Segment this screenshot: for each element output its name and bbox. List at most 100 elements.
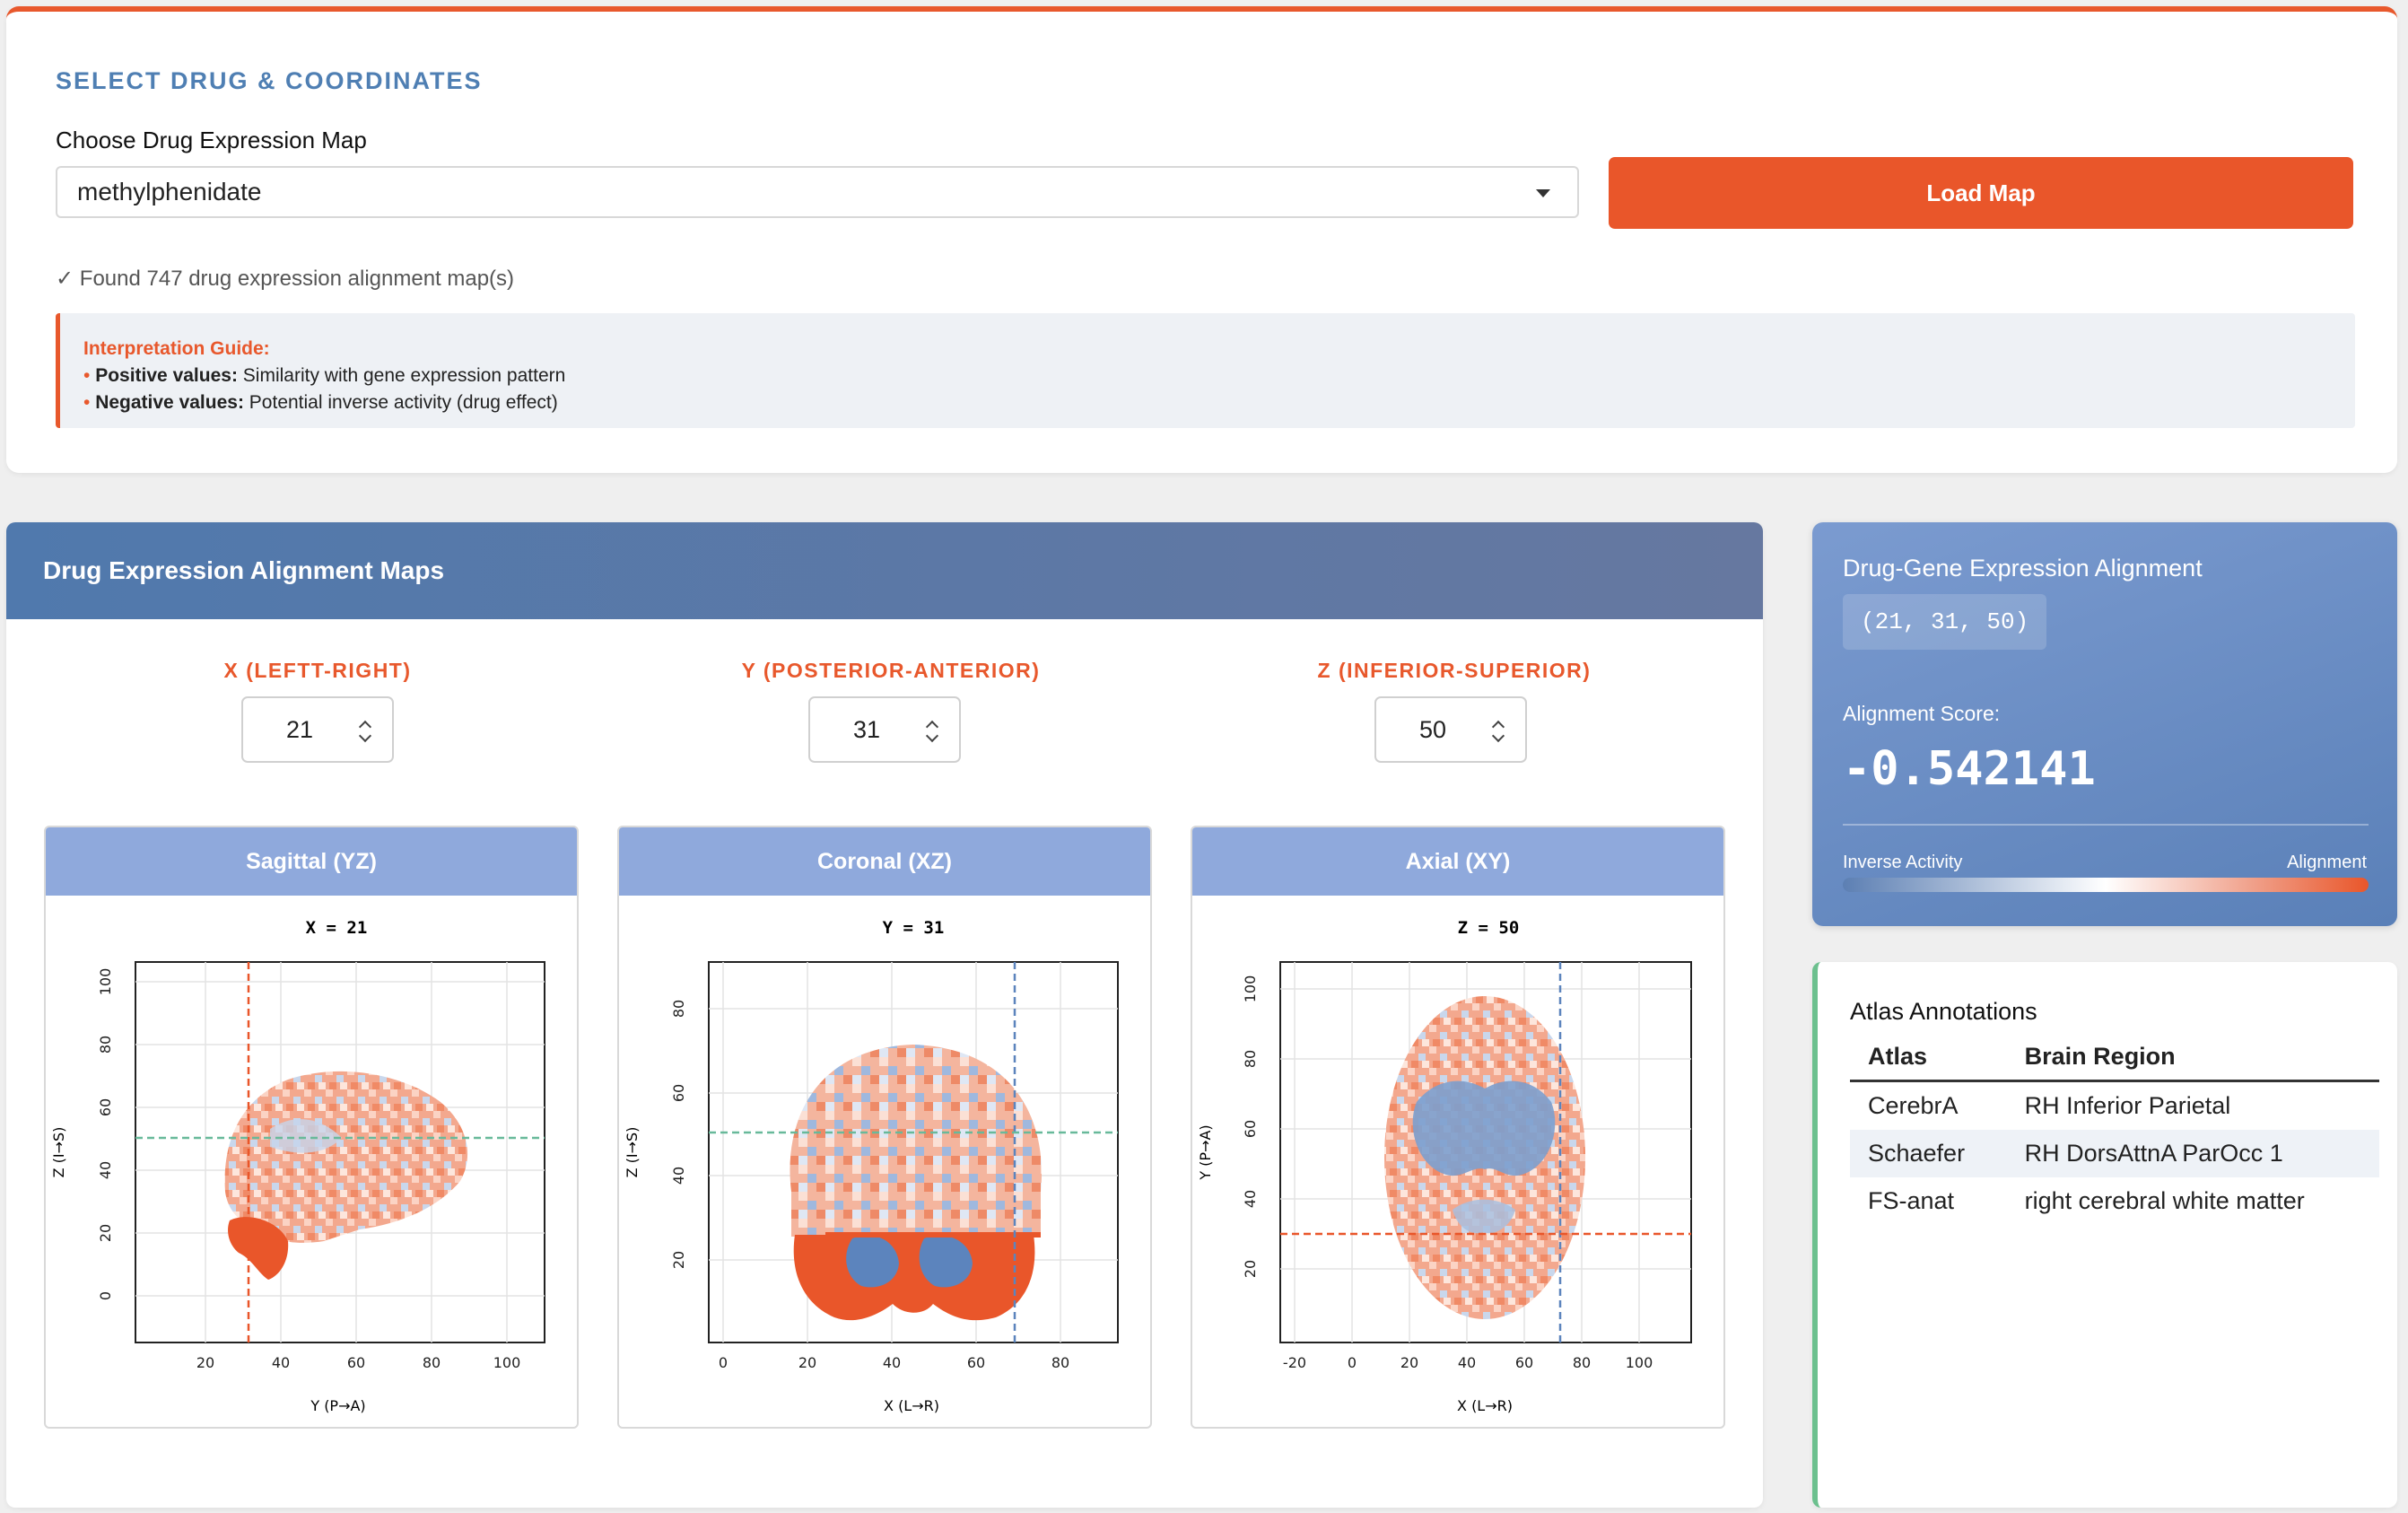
y-tick-label: 60 bbox=[670, 1084, 687, 1102]
y-coord-input[interactable]: 31 bbox=[808, 696, 961, 763]
y-tick-label: 40 bbox=[1242, 1190, 1259, 1208]
y-tick-label: 100 bbox=[1242, 975, 1259, 1003]
x-coord-input[interactable]: 21 bbox=[241, 696, 394, 763]
y-tick-label: 100 bbox=[97, 968, 114, 996]
y-axis-label: Z (I→S) bbox=[50, 1127, 67, 1178]
region-cell: RH DorsAttnA ParOcc 1 bbox=[2006, 1130, 2379, 1177]
z-coord-value: 50 bbox=[1418, 715, 1447, 743]
y-tick-label: 20 bbox=[1242, 1260, 1259, 1278]
axial-view: Axial (XY) Z = 50 bbox=[1191, 826, 1725, 1429]
x-coord-label: X (LEFTT-RIGHT) bbox=[223, 659, 412, 682]
y-tick-label: 40 bbox=[670, 1167, 687, 1185]
coronal-plot[interactable]: Y = 31 0 20 40 bbox=[619, 896, 1150, 1429]
guide-negative-label: Negative values: bbox=[95, 392, 244, 413]
plot-title: Y = 31 bbox=[883, 918, 945, 938]
plot-area: X = 21 bbox=[135, 918, 545, 1343]
bullet-icon: • bbox=[83, 392, 91, 413]
axial-view-title: Axial (XY) bbox=[1192, 827, 1723, 896]
alignment-maps-panel: Drug Expression Alignment Maps X (LEFTT-… bbox=[6, 522, 1763, 1508]
drug-select-value: methylphenidate bbox=[77, 178, 262, 206]
atlas-table: Atlas Brain Region CerebrA RH Inferior P… bbox=[1850, 1034, 2379, 1225]
table-row: CerebrA RH Inferior Parietal bbox=[1850, 1081, 2379, 1131]
y-tick-label: 80 bbox=[97, 1036, 114, 1054]
chevron-down-icon bbox=[1536, 189, 1550, 197]
x-tick-label: 20 bbox=[196, 1354, 214, 1371]
table-row: FS-anat right cerebral white matter bbox=[1850, 1177, 2379, 1225]
color-scale-bar bbox=[1843, 878, 2369, 892]
y-tick-label: 60 bbox=[1242, 1120, 1259, 1138]
column-header: Atlas bbox=[1850, 1034, 2007, 1082]
x-tick-label: 80 bbox=[1573, 1354, 1591, 1371]
x-coord-value: 21 bbox=[285, 715, 314, 743]
x-tick-label: 60 bbox=[967, 1354, 985, 1371]
x-tick-label: 20 bbox=[1400, 1354, 1418, 1371]
spinner-icon[interactable] bbox=[927, 720, 939, 743]
table-row: Schaefer RH DorsAttnA ParOcc 1 bbox=[1850, 1130, 2379, 1177]
y-ticks: 20 40 60 80 bbox=[670, 1000, 687, 1269]
y-tick-label: 40 bbox=[97, 1161, 114, 1179]
atlas-cell: Schaefer bbox=[1850, 1130, 2007, 1177]
alignment-score-card: Drug-Gene Expression Alignment (21, 31, … bbox=[1812, 522, 2397, 926]
guide-positive-line: • Positive values: Similarity with gene … bbox=[83, 363, 2355, 389]
coronal-view-title: Coronal (XZ) bbox=[619, 827, 1150, 896]
y-tick-label: 20 bbox=[670, 1251, 687, 1269]
y-tick-label: 80 bbox=[1242, 1050, 1259, 1068]
x-tick-label: -20 bbox=[1283, 1354, 1306, 1371]
y-axis-label: Y (P→A) bbox=[1197, 1124, 1214, 1180]
guide-title: Interpretation Guide: bbox=[83, 338, 270, 359]
x-tick-label: 60 bbox=[1515, 1354, 1533, 1371]
score-label: Alignment Score: bbox=[1843, 702, 2001, 725]
axial-plot[interactable]: Z = 50 -20 0 bbox=[1192, 896, 1723, 1429]
coronal-view: Coronal (XZ) Y = 31 bbox=[617, 826, 1152, 1429]
bullet-icon: • bbox=[83, 365, 91, 386]
score-title: Drug-Gene Expression Alignment bbox=[1843, 555, 2203, 582]
x-axis-label: X (L→R) bbox=[1457, 1397, 1513, 1414]
sagittal-view: Sagittal (YZ) X = 21 bbox=[44, 826, 579, 1429]
y-ticks: 0 20 40 60 80 100 bbox=[97, 968, 114, 1300]
x-tick-label: 80 bbox=[423, 1354, 441, 1371]
drug-select-label: Choose Drug Expression Map bbox=[56, 127, 367, 153]
y-tick-label: 80 bbox=[670, 1000, 687, 1018]
plot-area: Y = 31 bbox=[708, 918, 1119, 1343]
x-tick-label: 60 bbox=[347, 1354, 365, 1371]
y-tick-label: 60 bbox=[97, 1098, 114, 1116]
spinner-icon[interactable] bbox=[360, 720, 372, 743]
scale-left-label: Inverse Activity bbox=[1843, 853, 1963, 872]
x-axis-label: X (L→R) bbox=[884, 1397, 939, 1414]
z-coord-input[interactable]: 50 bbox=[1374, 696, 1527, 763]
y-coord-value: 31 bbox=[852, 715, 881, 743]
drug-select-dropdown[interactable]: methylphenidate bbox=[56, 166, 1579, 218]
maps-header: Drug Expression Alignment Maps bbox=[6, 522, 1763, 619]
atlas-title: Atlas Annotations bbox=[1850, 998, 2037, 1025]
y-axis-label: Z (I→S) bbox=[624, 1127, 641, 1178]
y-coord-label: Y (POSTERIOR-ANTERIOR) bbox=[741, 659, 1041, 682]
x-tick-label: 100 bbox=[1626, 1354, 1653, 1371]
z-coord-label: Z (INFERIOR-SUPERIOR) bbox=[1317, 659, 1592, 682]
atlas-cell: FS-anat bbox=[1868, 1187, 1955, 1214]
guide-negative-text: Potential inverse activity (drug effect) bbox=[249, 392, 558, 413]
score-coordinate: (21, 31, 50) bbox=[1843, 594, 2047, 650]
y-tick-label: 0 bbox=[97, 1291, 114, 1300]
guide-positive-text: Similarity with gene expression pattern bbox=[242, 365, 566, 386]
plot-title: Z = 50 bbox=[1458, 918, 1520, 938]
region-cell: RH Inferior Parietal bbox=[2024, 1092, 2231, 1119]
table-header-row: Atlas Brain Region bbox=[1850, 1034, 2379, 1082]
spinner-icon[interactable] bbox=[1493, 720, 1505, 743]
x-axis-label: Y (P→A) bbox=[310, 1397, 365, 1414]
load-map-button[interactable]: Load Map bbox=[1609, 157, 2353, 229]
sagittal-plot[interactable]: X = 21 20 40 60 bbox=[46, 896, 577, 1429]
section-title: SELECT DRUG & COORDINATES bbox=[56, 67, 483, 94]
atlas-cell: CerebrA bbox=[1868, 1092, 1959, 1119]
x-ticks: -20 0 20 40 60 80 100 bbox=[1283, 1354, 1653, 1371]
x-tick-label: 100 bbox=[493, 1354, 521, 1371]
atlas-annotations-card: Atlas Annotations Atlas Brain Region Cer… bbox=[1812, 962, 2397, 1508]
x-tick-label: 20 bbox=[798, 1354, 816, 1371]
guide-negative-line: • Negative values: Potential inverse act… bbox=[83, 389, 2355, 416]
x-tick-label: 0 bbox=[719, 1354, 728, 1371]
plot-area: Z = 50 bbox=[1279, 918, 1692, 1343]
score-value: -0.542141 bbox=[1843, 742, 2096, 796]
interpretation-guide: Interpretation Guide: • Positive values:… bbox=[56, 313, 2355, 428]
guide-positive-label: Positive values: bbox=[95, 365, 238, 386]
x-tick-label: 40 bbox=[272, 1354, 290, 1371]
x-tick-label: 40 bbox=[1458, 1354, 1476, 1371]
